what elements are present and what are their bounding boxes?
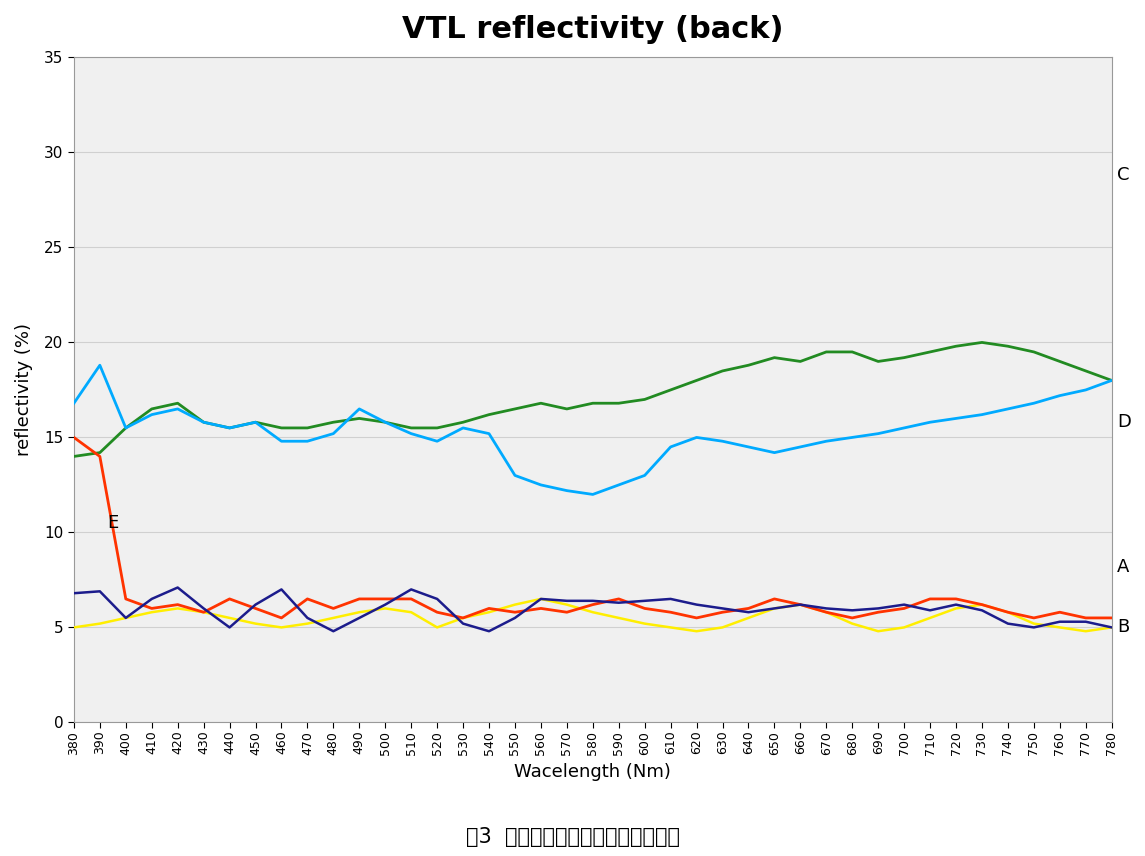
Text: A: A (1116, 557, 1129, 575)
Title: VTL reflectivity (back): VTL reflectivity (back) (402, 15, 783, 44)
Y-axis label: reflectivity (%): reflectivity (%) (15, 324, 33, 456)
Text: 图3  可见光内反射率光谱特征曲线图: 图3 可见光内反射率光谱特征曲线图 (466, 828, 679, 847)
Text: D: D (1116, 413, 1131, 431)
X-axis label: Wacelength (Nm): Wacelength (Nm) (514, 763, 671, 781)
Text: E: E (108, 514, 119, 532)
Text: C: C (1116, 166, 1129, 184)
Text: B: B (1116, 618, 1129, 636)
